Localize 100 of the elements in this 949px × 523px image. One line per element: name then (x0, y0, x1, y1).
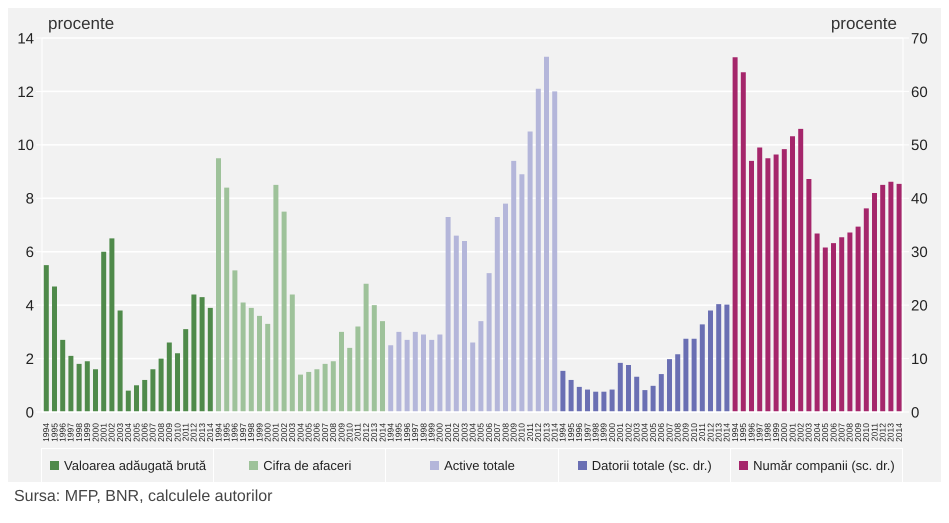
x-tick-label: 2011 (352, 422, 363, 442)
bar (166, 342, 172, 412)
y2-tick-label: 50 (911, 137, 928, 154)
x-tick-label: 2006 (484, 422, 494, 442)
x-tick-label: 2006 (312, 422, 322, 442)
bar (421, 334, 426, 412)
x-tick-label: 2005 (648, 422, 658, 442)
bar (183, 329, 188, 412)
x-tick-label: 2005 (820, 422, 830, 442)
x-tick-label: 2013 (541, 422, 552, 442)
bar (560, 370, 566, 412)
x-tick-label: 2013 (369, 422, 380, 442)
x-tick-label: 1995 (566, 422, 576, 442)
x-tick-label: 2012 (360, 422, 371, 442)
bar (437, 334, 442, 412)
x-tick-label: 1998 (246, 422, 256, 442)
x-tick-label: 2000 (90, 422, 100, 442)
x-tick-label: 2004 (812, 422, 822, 442)
x-tick-label: 1996 (574, 422, 584, 442)
x-tick-label: 1998 (418, 422, 428, 442)
bar (224, 188, 230, 412)
bar (708, 310, 714, 412)
bar (412, 332, 418, 412)
x-tick-label: 2001 (442, 422, 453, 442)
x-tick-label: 1997 (410, 422, 420, 442)
bar (101, 252, 106, 412)
bar (658, 374, 664, 412)
text: Sursa: MFP, BNR, calculele autorilor (13, 487, 274, 506)
y2-tick-label: 0 (911, 404, 920, 422)
x-tick-label: 1996 (402, 422, 412, 442)
x-tick-label: 2006 (656, 422, 666, 442)
y-tick-label: 14 (17, 30, 34, 48)
bar (84, 361, 90, 412)
x-tick-label: 1999 (426, 422, 436, 442)
bar (118, 310, 123, 412)
x-tick-label: 1994 (213, 422, 224, 442)
x-tick-label: 2009 (164, 422, 174, 442)
bar (822, 247, 828, 412)
x-tick-label: 2011 (524, 422, 535, 442)
x-tick-label: 2006 (140, 422, 150, 442)
x-tick-label: 1995 (49, 422, 60, 442)
x-tick-label: 2002 (623, 422, 634, 442)
x-tick-label: 2001 (787, 422, 798, 442)
y2-tick-label: 10 (911, 350, 928, 368)
bar (109, 238, 114, 412)
bar (470, 342, 476, 412)
x-tick-label: 1995 (738, 422, 748, 442)
x-tick-label: 1996 (230, 422, 240, 442)
bar (347, 348, 352, 412)
bar (544, 56, 550, 412)
y-tick-label: 12 (17, 84, 34, 101)
x-tick-label: 2003 (632, 422, 642, 442)
x-tick-label: 2005 (131, 422, 142, 442)
bar (896, 184, 902, 412)
bar (667, 359, 672, 412)
bar (364, 284, 369, 412)
x-tick-label: 2013 (886, 422, 896, 442)
y-tick-label: 2 (26, 350, 34, 368)
bar (880, 184, 886, 412)
bar (52, 286, 58, 412)
y-tick-label: 0 (26, 404, 34, 422)
bar (798, 128, 804, 412)
x-tick-label: 2003 (287, 422, 298, 442)
bar (536, 88, 541, 412)
x-tick-label: 2001 (615, 422, 626, 442)
x-tick-label: 1999 (598, 422, 609, 442)
x-tick-label: 1998 (590, 422, 600, 442)
x-tick-label: 1994 (386, 422, 396, 442)
x-tick-label: 1997 (66, 422, 76, 442)
x-tick-label: 1996 (58, 422, 68, 442)
y2-tick-label: 40 (911, 190, 928, 208)
x-tick-label: 2003 (459, 422, 470, 442)
bar (724, 304, 730, 412)
bar (642, 390, 648, 412)
x-tick-label: 2004 (468, 422, 478, 442)
bar (872, 192, 878, 412)
x-tick-label: 2014 (550, 422, 560, 442)
bar (618, 362, 623, 412)
x-tick-label: 2010 (172, 422, 182, 442)
x-tick-label: 1997 (754, 422, 764, 442)
bar (700, 324, 705, 412)
bar (257, 316, 262, 412)
bar (626, 364, 632, 412)
x-tick-label: 2014 (722, 422, 732, 442)
x-tick-label: 2012 (188, 422, 199, 442)
y2-tick-label: 70 (911, 30, 928, 48)
x-tick-label: 2007 (148, 422, 158, 442)
bar (494, 216, 500, 412)
x-tick-label: 1998 (74, 422, 84, 442)
bar (339, 332, 344, 412)
bar (552, 91, 558, 412)
bar (216, 158, 222, 412)
bar (585, 390, 590, 412)
bar (126, 390, 131, 412)
y2-axis-title: procente (830, 14, 897, 34)
x-tick-label: 1994 (558, 422, 568, 442)
x-tick-label: 2011 (180, 422, 190, 442)
x-tick-label: 2002 (451, 422, 462, 442)
bar (692, 338, 697, 412)
bar (200, 297, 205, 412)
